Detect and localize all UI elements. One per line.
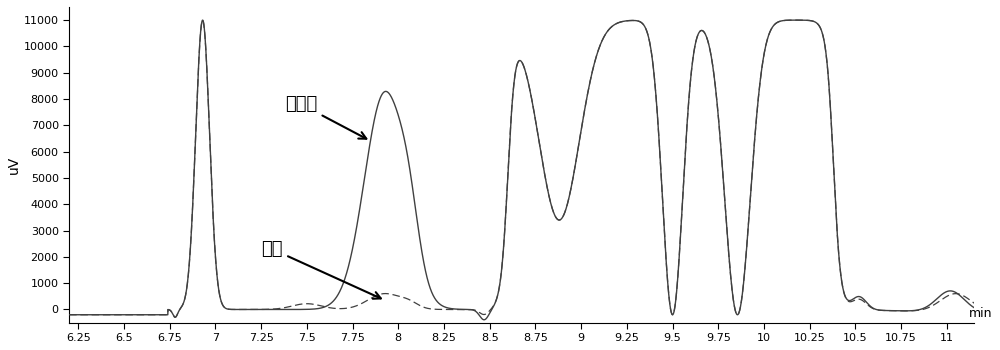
Text: 原有: 原有 (261, 240, 381, 299)
Y-axis label: uV: uV (7, 156, 21, 174)
Text: 本发明: 本发明 (285, 95, 366, 139)
Text: min: min (969, 307, 992, 320)
